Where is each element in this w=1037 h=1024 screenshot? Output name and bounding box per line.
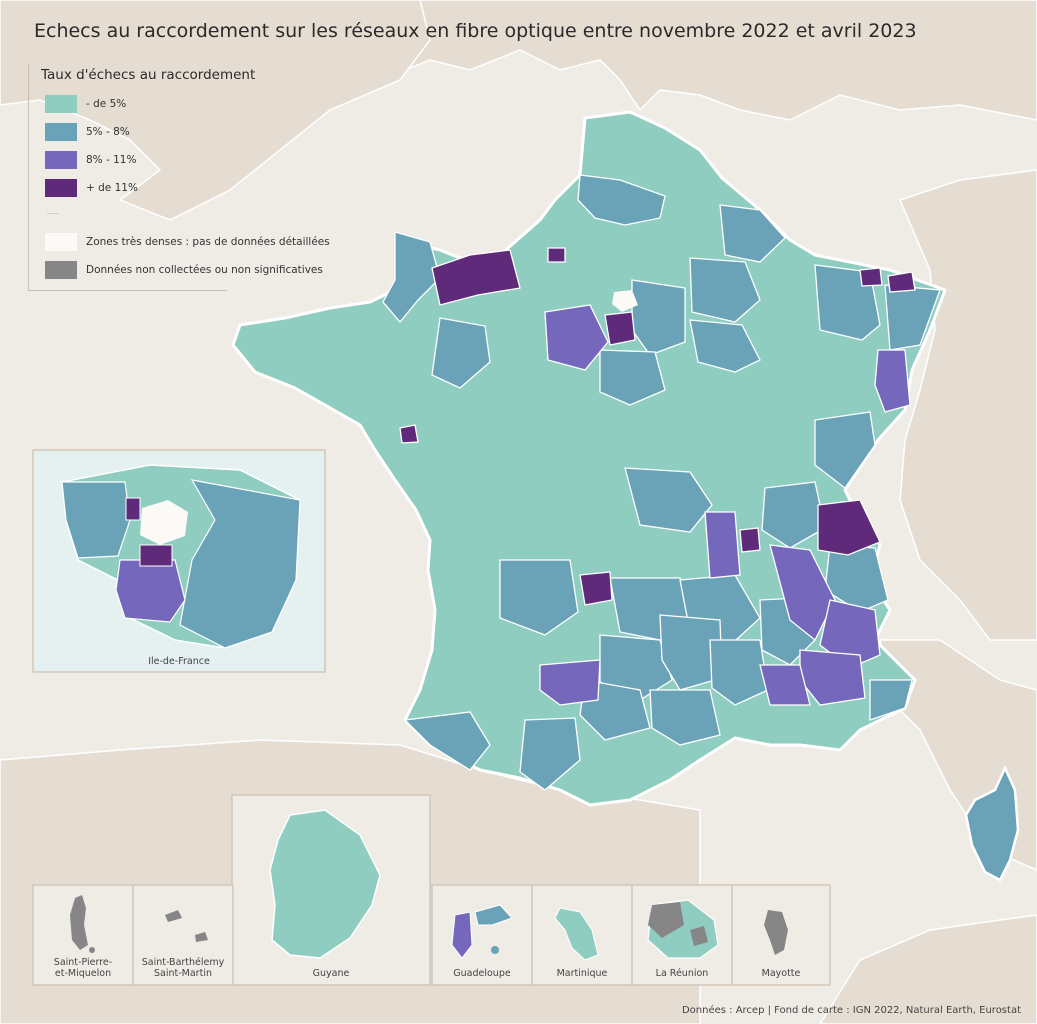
legend-item-no-data: Données non collectées ou non significat… — [45, 260, 323, 280]
department — [403, 711, 491, 771]
idf-dept — [125, 497, 141, 521]
inset-mayotte — [731, 884, 831, 986]
department — [719, 204, 786, 263]
inset-guadeloupe — [431, 884, 533, 986]
department — [689, 257, 761, 323]
department — [819, 599, 881, 669]
legend-swatch — [45, 261, 77, 279]
inset-label-guyane: Guyane — [312, 968, 350, 979]
legend-label: Zones très denses : pas de données détai… — [86, 236, 330, 248]
legend-label: 5% - 8% — [86, 126, 130, 138]
department — [499, 559, 579, 636]
inset-label-mayotte: Mayotte — [761, 968, 801, 979]
department — [579, 571, 613, 606]
department — [814, 411, 876, 489]
inset-label-guadeloupe: Guadeloupe — [453, 968, 511, 979]
departments-8-11 — [539, 304, 911, 706]
department — [709, 639, 769, 706]
department — [544, 304, 609, 371]
department — [519, 717, 581, 791]
department — [547, 247, 566, 263]
department — [704, 511, 741, 579]
legend-item-8-11: 8% - 11% — [45, 150, 136, 170]
department — [659, 614, 723, 691]
inset-la-reunion — [631, 884, 733, 986]
legend-item-dense-zones: Zones très denses : pas de données détai… — [45, 232, 330, 252]
legend-item-under-5: - de 5% — [45, 94, 126, 114]
legend-swatch — [45, 123, 77, 141]
department — [399, 424, 419, 444]
paris-dense-zone — [612, 290, 638, 312]
department — [539, 659, 601, 706]
inset-guyane — [231, 794, 431, 986]
legend: Taux d'échecs au raccordement - de 5% 5%… — [28, 64, 330, 291]
department — [817, 499, 881, 556]
inset-saint-barthelemy-saint-martin — [132, 884, 234, 986]
inset-label-ile-de-france: Ile-de-France — [148, 656, 210, 667]
legend-label: 8% - 11% — [86, 154, 137, 166]
department — [577, 174, 666, 226]
inset-label-saint-pierre-et-miquelon: Saint-Pierre- et-Miquelon — [53, 957, 113, 979]
department — [599, 349, 666, 406]
department — [859, 267, 883, 287]
legend-label: + de 11% — [86, 182, 138, 194]
department — [624, 467, 713, 533]
legend-separator — [47, 213, 59, 214]
idf-dense-zone — [140, 500, 188, 545]
inset-martinique — [531, 884, 633, 986]
inset-label-saint-barthelemy-saint-martin: Saint-Barthélemy Saint-Martin — [141, 957, 225, 979]
department — [874, 349, 911, 413]
department — [431, 317, 491, 389]
department — [604, 311, 636, 346]
department — [739, 527, 761, 553]
data-credits: Données : Arcep | Fond de carte : IGN 20… — [681, 1005, 1021, 1016]
legend-swatch — [45, 95, 77, 113]
legend-title: Taux d'échecs au raccordement — [41, 67, 256, 83]
inset-saint-pierre-et-miquelon — [32, 884, 134, 986]
legend-label: Données non collectées ou non significat… — [86, 264, 323, 276]
department — [689, 319, 761, 373]
idf-dept — [179, 479, 301, 649]
legend-swatch — [45, 179, 77, 197]
inset-label-martinique: Martinique — [556, 968, 608, 979]
department — [887, 271, 916, 293]
department — [431, 249, 521, 306]
inset-ile-de-france — [32, 449, 326, 673]
idf-dept — [115, 559, 186, 623]
department — [884, 284, 941, 351]
legend-swatch — [45, 233, 77, 251]
department — [759, 664, 811, 706]
neighbouring-land-africa — [819, 914, 1037, 1024]
inset-label-la-reunion: La Réunion — [655, 968, 709, 979]
idf-dept — [61, 481, 131, 559]
department — [649, 689, 721, 746]
map-title: Echecs au raccordement sur les réseaux e… — [34, 20, 917, 42]
legend-item-5-8: 5% - 8% — [45, 122, 130, 142]
department — [869, 679, 913, 721]
legend-item-over-11: + de 11% — [45, 178, 138, 198]
idf-dept — [139, 544, 173, 567]
legend-swatch — [45, 151, 77, 169]
legend-label: - de 5% — [86, 98, 127, 110]
departments-over-11 — [399, 247, 916, 606]
corsica — [964, 764, 1020, 882]
department — [761, 481, 826, 549]
department — [382, 231, 441, 324]
neighbouring-land-uk — [0, 0, 431, 221]
